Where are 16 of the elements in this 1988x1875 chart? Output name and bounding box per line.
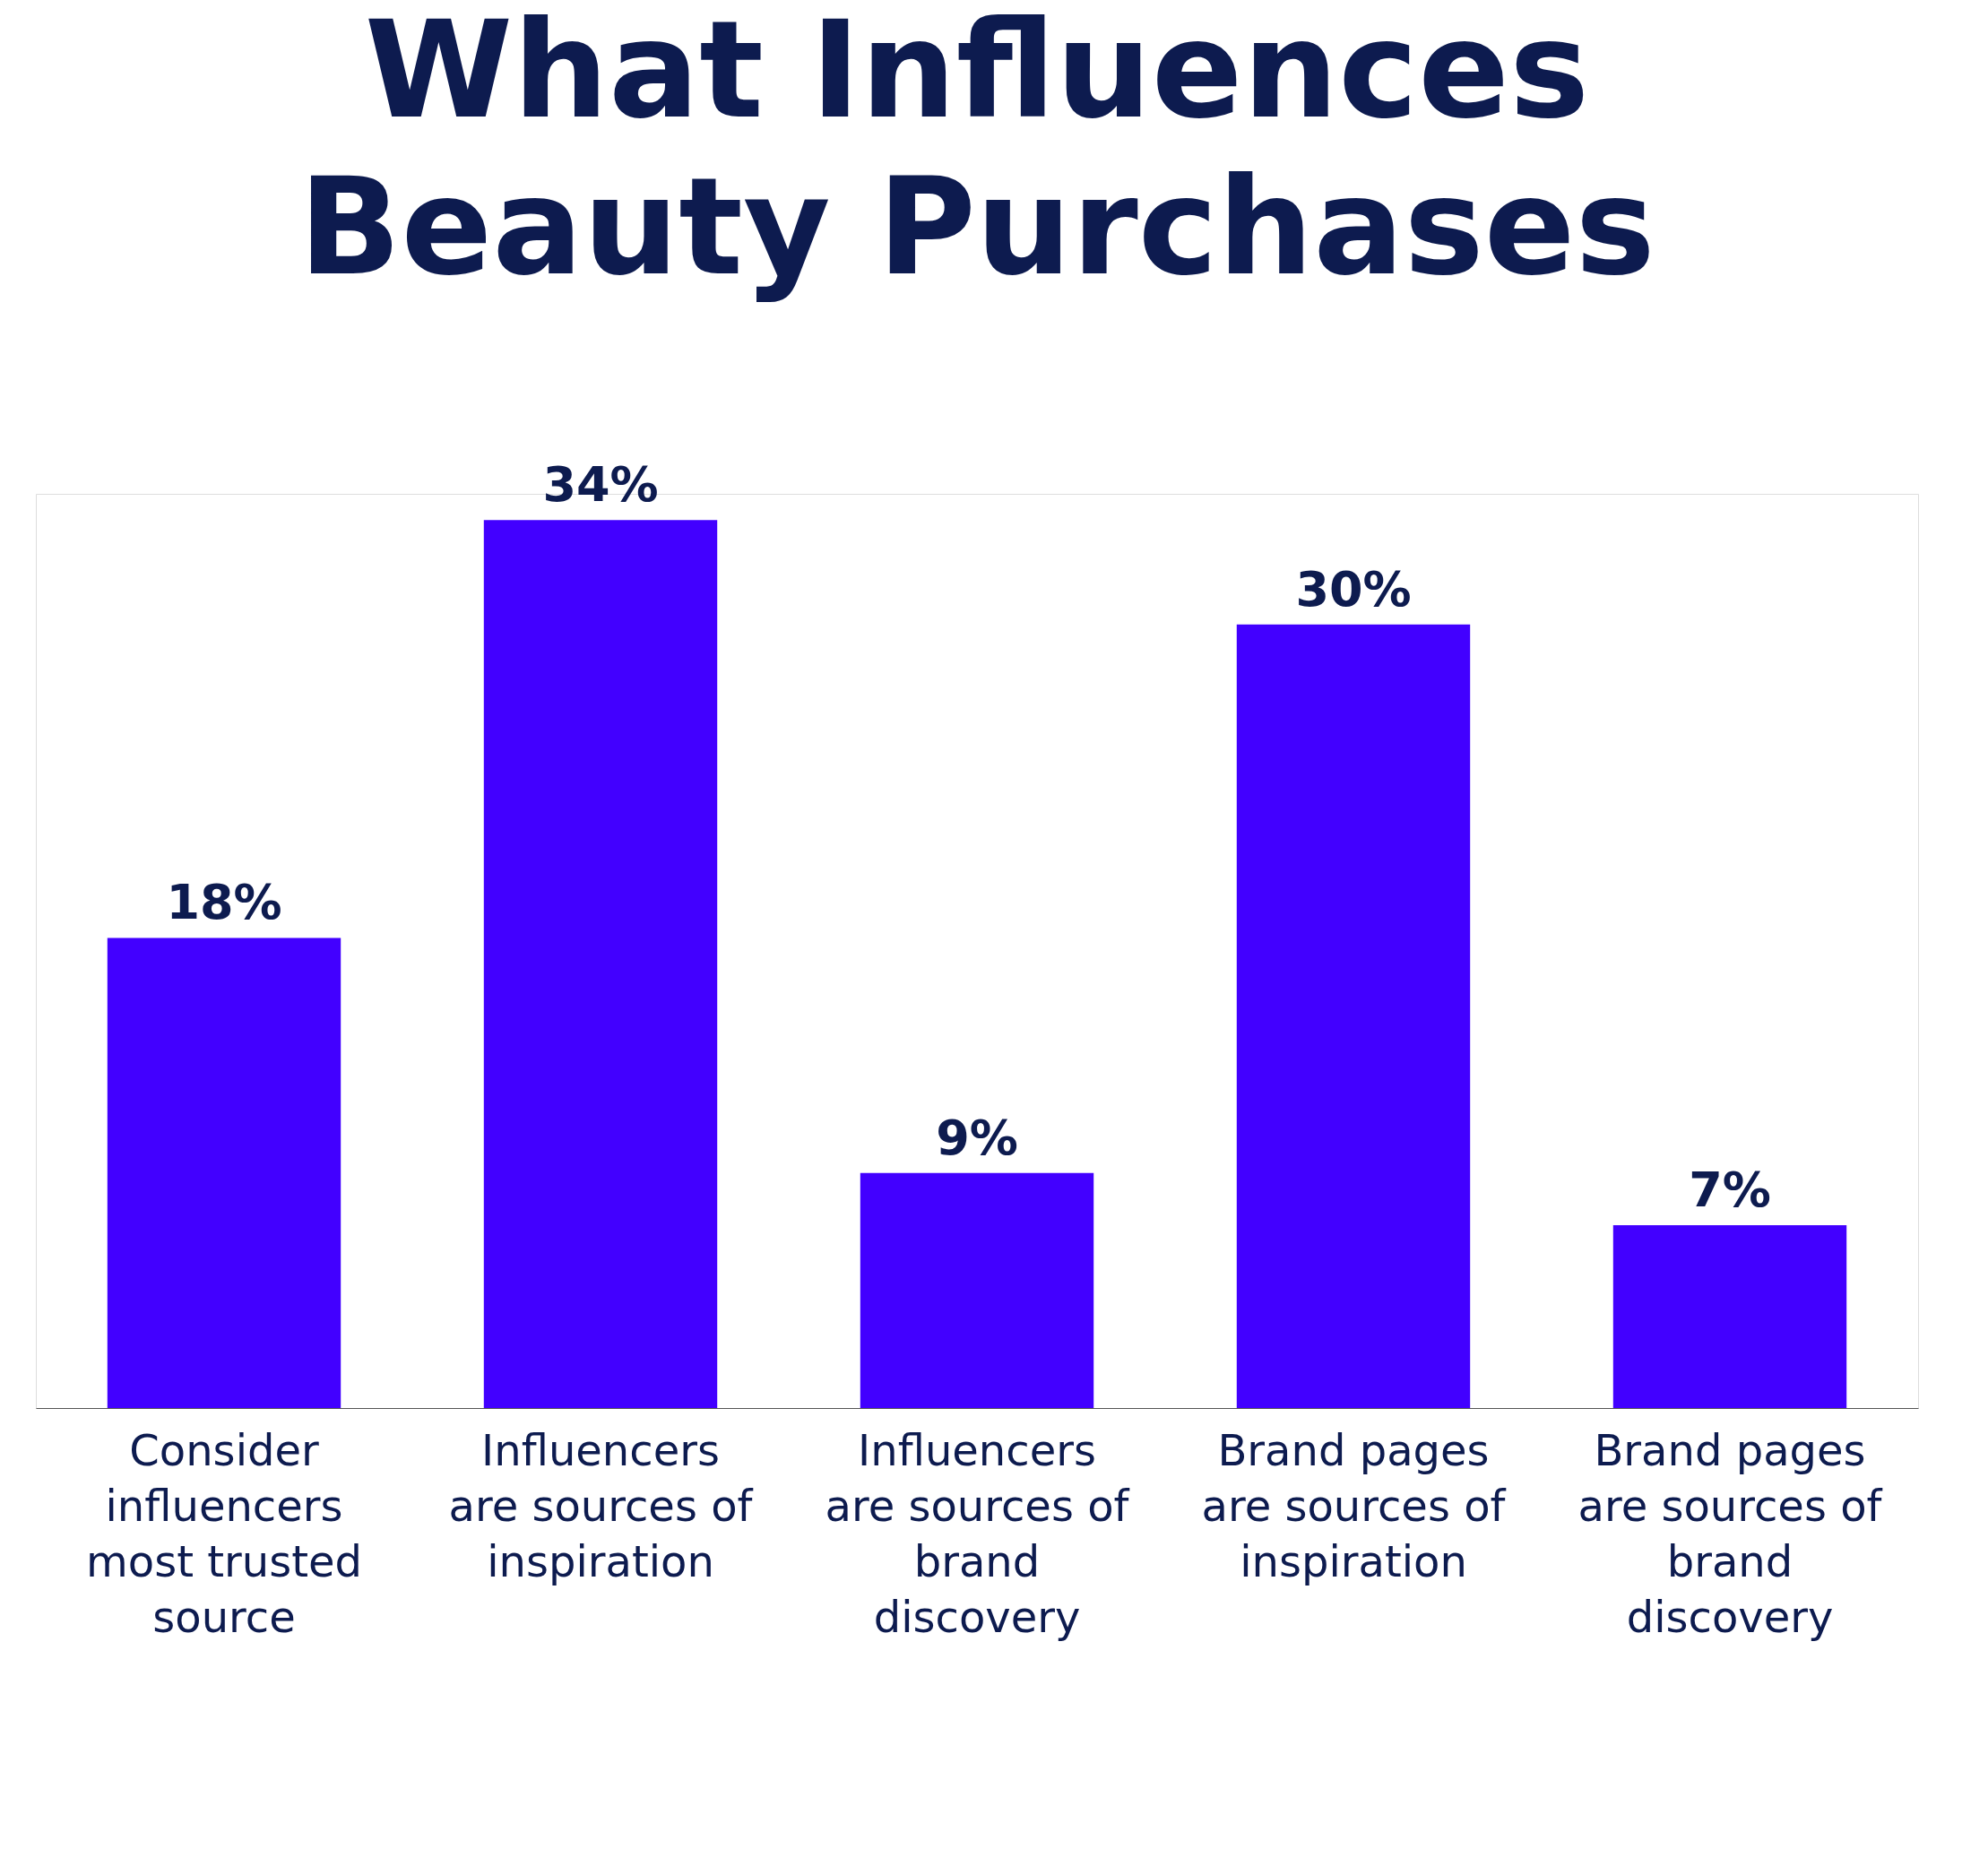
x-tick-label: Influencers are sources of brand discovery: [825, 1424, 1130, 1642]
x-tick-label: Influencers are sources of inspiration: [448, 1424, 754, 1586]
x-tick-label: Brand pages are sources of inspiration: [1201, 1424, 1507, 1586]
bar: [483, 520, 718, 1408]
x-tick-label: Brand pages are sources of brand discovery: [1577, 1424, 1883, 1642]
bar: [1236, 624, 1471, 1408]
bar: [107, 938, 341, 1408]
data-label: 34%: [542, 456, 659, 514]
data-label: 18%: [166, 874, 282, 931]
chart-title: What Influences Beauty Purchases: [298, 0, 1655, 306]
data-label: 9%: [936, 1109, 1018, 1166]
bar: [1612, 1225, 1847, 1408]
data-label: 7%: [1689, 1162, 1771, 1218]
data-label: 30%: [1295, 560, 1412, 618]
bar: [860, 1172, 1094, 1408]
x-tick-label: Consider influencers most trusted source: [85, 1424, 363, 1642]
